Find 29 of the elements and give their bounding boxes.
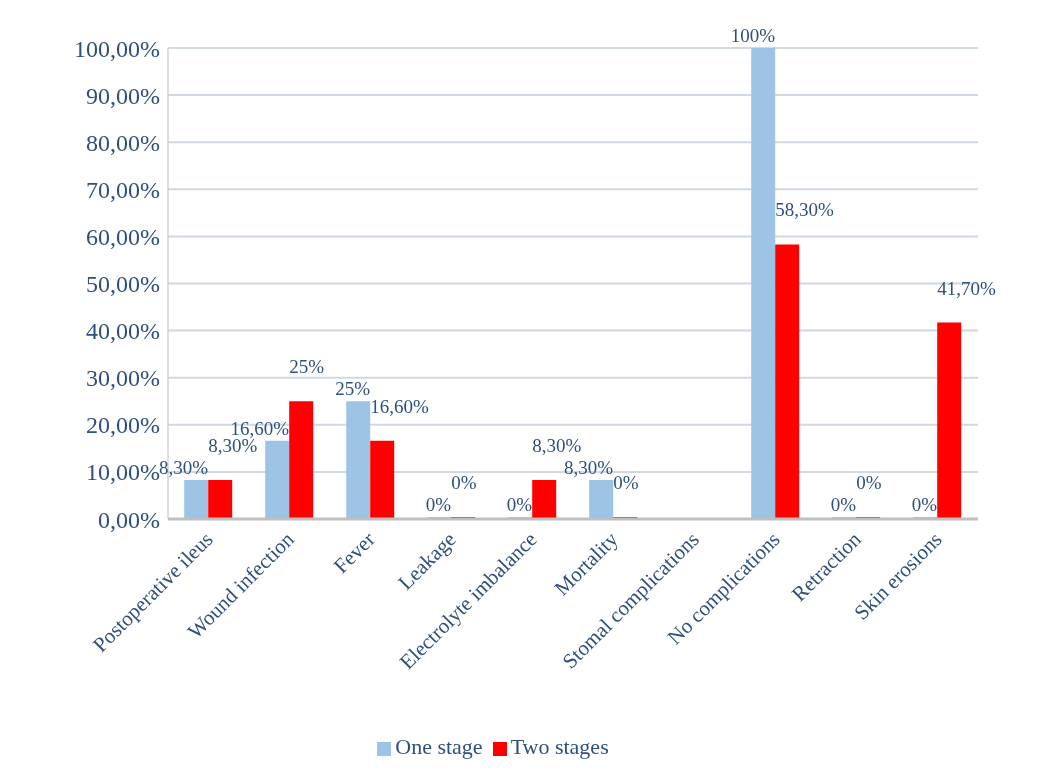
data-label: 100%: [730, 25, 776, 46]
data-label: 16,60%: [370, 395, 429, 417]
y-tick-label: 60,00%: [86, 223, 160, 250]
data-label: 8,30%: [532, 434, 582, 456]
data-label: 0%: [856, 472, 882, 493]
y-tick-label: 100,00%: [74, 35, 160, 62]
legend-label: One stage: [395, 734, 483, 759]
y-tick-label: 10,00%: [86, 459, 160, 486]
y-tick-label: 80,00%: [86, 129, 160, 156]
data-label: 0%: [911, 494, 938, 515]
legend-label: Two stages: [510, 734, 609, 759]
data-label: 58,30%: [775, 199, 834, 221]
y-tick-label: 50,00%: [86, 271, 160, 298]
data-label: 0%: [613, 472, 639, 493]
data-label: 8,30%: [159, 456, 209, 478]
data-label: 41,70%: [937, 277, 996, 299]
data-label: 0%: [506, 494, 533, 515]
y-tick-label: 40,00%: [86, 318, 160, 345]
data-label: 0%: [451, 472, 477, 493]
data-label: 8,30%: [564, 456, 614, 478]
data-label: 0%: [425, 494, 452, 515]
data-label: 25%: [289, 356, 325, 378]
y-tick-label: 20,00%: [86, 412, 160, 439]
y-tick-label: 90,00%: [86, 82, 160, 109]
y-tick-label: 70,00%: [86, 176, 160, 203]
data-label: 0%: [830, 494, 857, 515]
y-tick-label: 0,00%: [98, 506, 160, 533]
data-label: 25%: [335, 378, 371, 400]
y-tick-label: 30,00%: [86, 365, 160, 392]
